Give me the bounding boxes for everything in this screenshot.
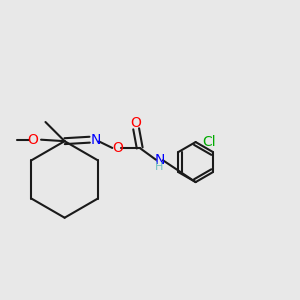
Text: Cl: Cl xyxy=(202,135,216,149)
Text: N: N xyxy=(91,133,101,147)
Text: N: N xyxy=(154,153,165,167)
Text: O: O xyxy=(27,133,38,147)
Text: H: H xyxy=(155,162,164,172)
Text: O: O xyxy=(131,116,142,130)
Text: O: O xyxy=(112,141,123,155)
